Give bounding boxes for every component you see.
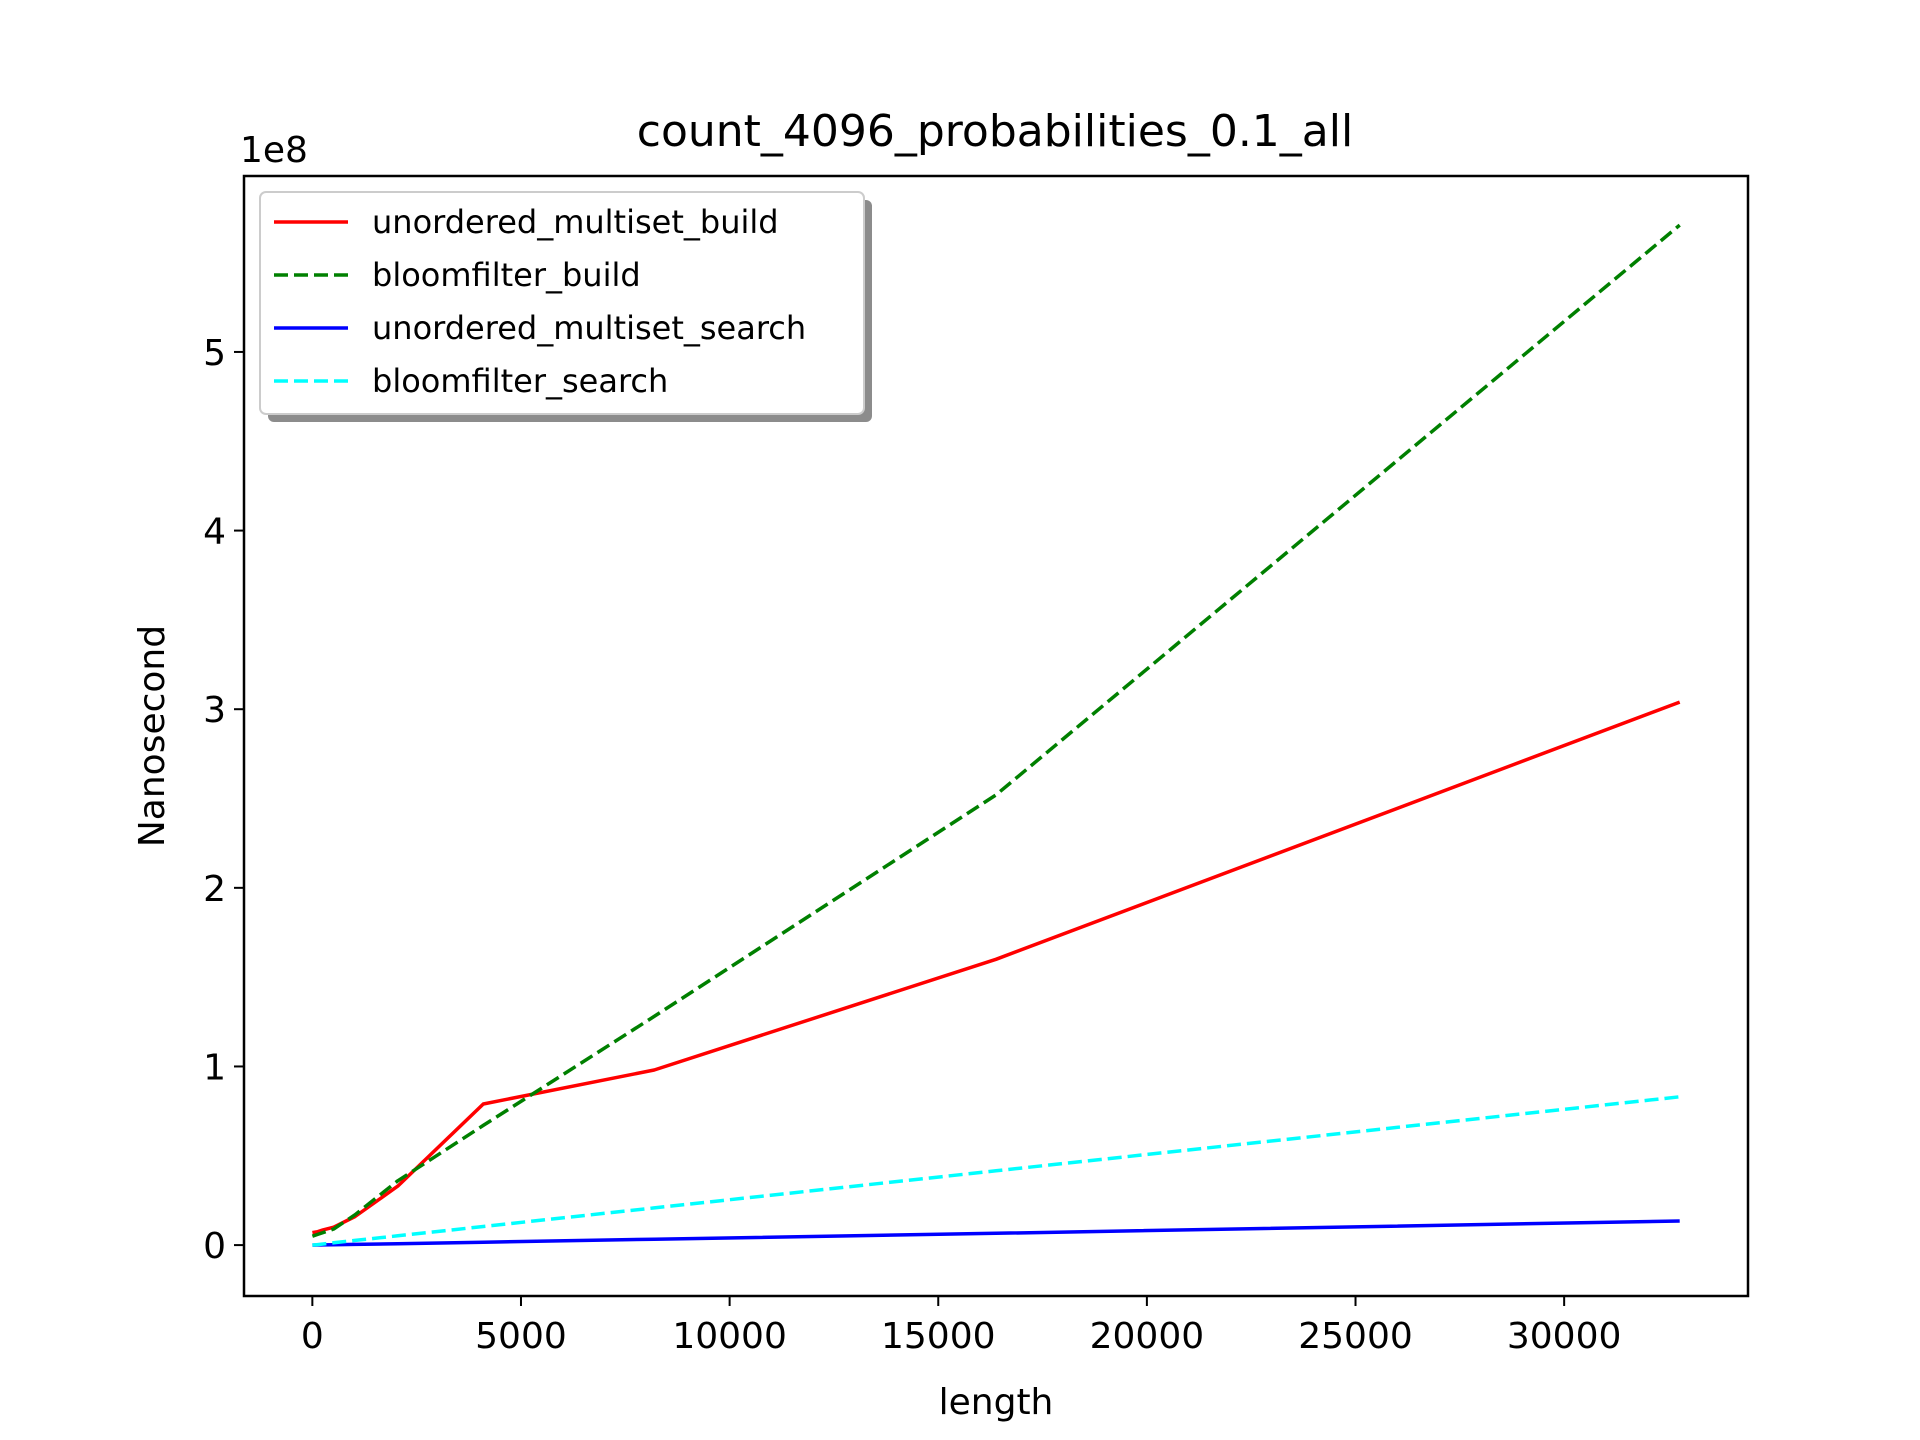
- x-tick-label: 5000: [475, 1316, 567, 1357]
- x-axis-ticks: 0 5000 10000 15000 20000 25000 30000: [301, 1296, 1622, 1357]
- x-tick-label: 25000: [1298, 1316, 1413, 1357]
- x-tick-label: 30000: [1507, 1316, 1622, 1357]
- x-axis-label: length: [939, 1382, 1054, 1423]
- legend-label: unordered_multiset_build: [372, 203, 779, 241]
- legend-label: unordered_multiset_search: [372, 309, 806, 347]
- legend-label: bloomfilter_search: [372, 362, 668, 400]
- y-tick-label: 2: [203, 869, 226, 910]
- series-line-bloomfilter-build: [311, 223, 1681, 1238]
- legend-label: bloomfilter_build: [372, 256, 641, 294]
- legend-box: [259, 191, 865, 415]
- y-axis-ticks: 0 1 2 3 4 5: [203, 333, 244, 1267]
- y-offset-label: 1e8: [240, 130, 308, 171]
- y-tick-label: 5: [203, 333, 226, 374]
- x-tick-label: 10000: [672, 1316, 787, 1357]
- chart-title: count_4096_probabilities_0.1_all: [637, 106, 1353, 157]
- axes-frame: [242, 174, 1750, 1298]
- x-tick-label: 0: [301, 1316, 324, 1357]
- y-axis-label: Nanosecond: [132, 625, 173, 847]
- x-tick-label: 15000: [881, 1316, 996, 1357]
- y-tick-label: 0: [203, 1226, 226, 1267]
- plot-area: [242, 174, 1750, 1298]
- series-layer: [311, 223, 1681, 1247]
- y-tick-label: 3: [203, 690, 226, 731]
- y-tick-label: 1: [203, 1047, 226, 1088]
- legend: unordered_multiset_build bloomfilter_buil…: [259, 191, 872, 422]
- x-tick-label: 20000: [1090, 1316, 1205, 1357]
- y-tick-label: 4: [203, 512, 226, 553]
- series-line-bloomfilter-search: [312, 1095, 1680, 1247]
- series-line-unordered-multiset-build: [312, 700, 1681, 1235]
